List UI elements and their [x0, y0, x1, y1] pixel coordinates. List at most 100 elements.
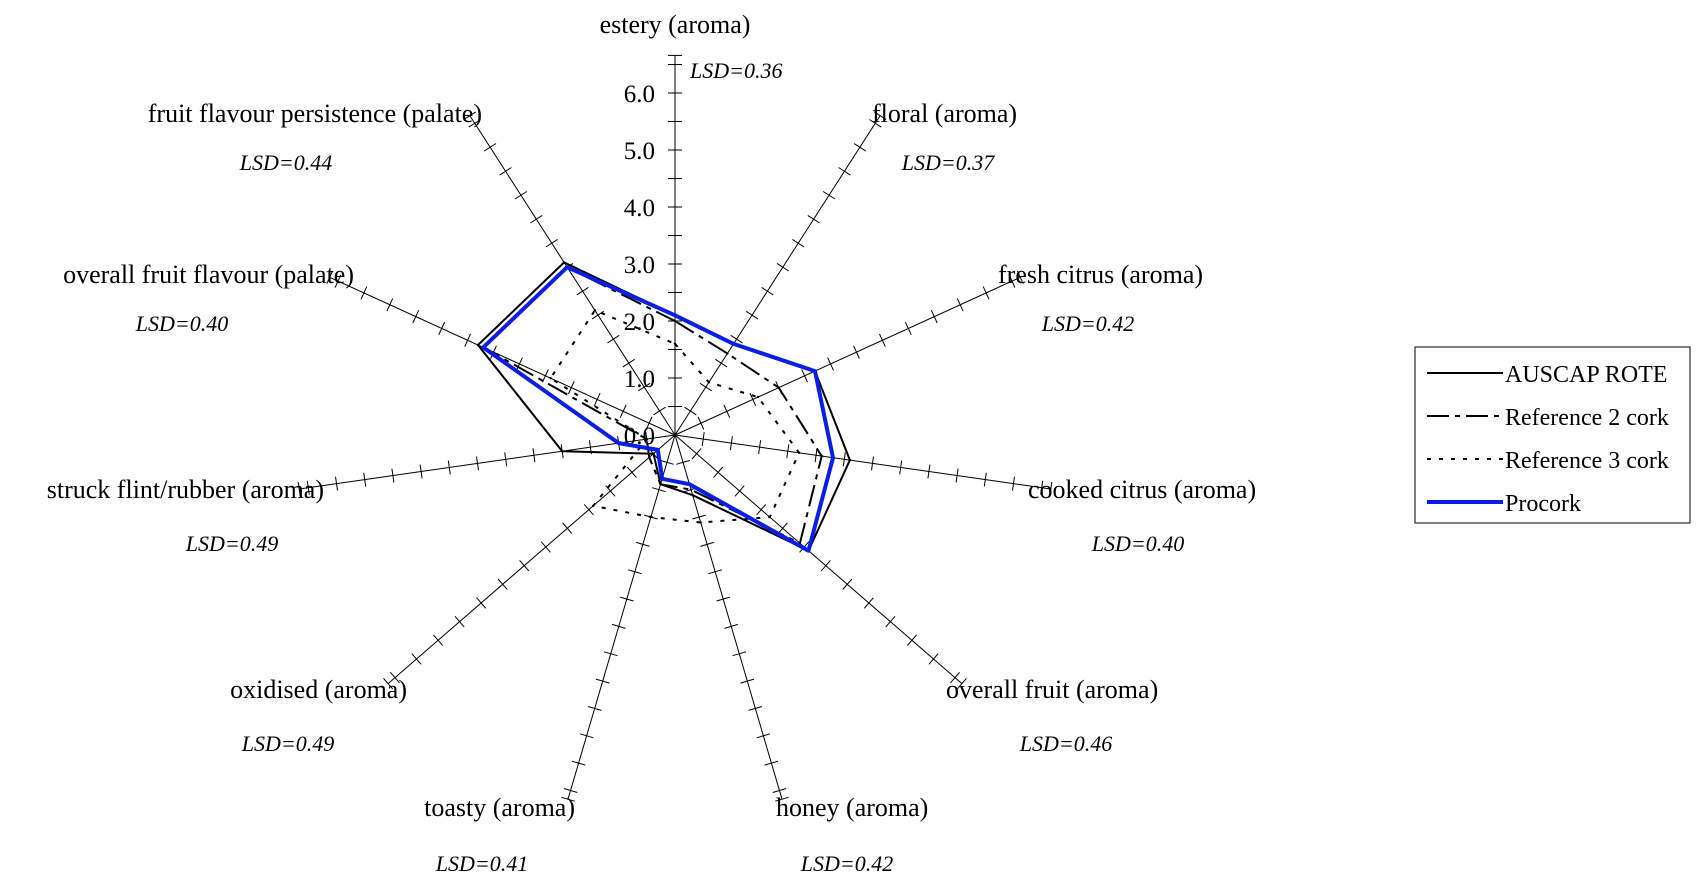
axis-label: oxidised (aroma)	[230, 675, 407, 704]
series-point	[756, 395, 760, 399]
series-point	[768, 515, 771, 519]
axis-tick	[433, 634, 444, 646]
axis-line	[299, 434, 676, 490]
axis-tick	[904, 321, 912, 336]
series-point	[656, 448, 659, 452]
axis-tick	[842, 452, 846, 467]
axis-tick	[955, 468, 959, 483]
lsd-annotation: LSD=0.42	[1041, 311, 1134, 336]
axis-tick	[391, 468, 395, 483]
axis-label: honey (aroma)	[776, 793, 928, 822]
axis-line	[329, 276, 676, 436]
series-point	[645, 437, 648, 441]
axis-tick	[532, 448, 536, 463]
axis-tick	[756, 504, 767, 516]
axis-end-tick	[297, 482, 301, 497]
series-point	[813, 369, 817, 373]
series-point	[820, 454, 823, 458]
axis-tick	[927, 464, 931, 479]
scale-tick-label: 3.0	[624, 252, 655, 279]
axis-tick	[386, 298, 394, 312]
axis-tick	[360, 286, 368, 300]
axis-tick	[786, 444, 790, 459]
axis-tick	[863, 597, 874, 609]
series-point	[732, 342, 735, 346]
axis-tick	[801, 369, 808, 383]
axis-tick	[645, 416, 653, 430]
axis-tick	[982, 286, 990, 300]
series-point	[707, 381, 711, 384]
series-point	[807, 549, 810, 552]
series-line-auscap-rote	[477, 261, 851, 552]
axis-tick	[697, 416, 705, 430]
axis-tick	[516, 357, 523, 371]
axis-tick	[483, 143, 497, 152]
axis-tick	[777, 522, 788, 534]
lsd-annotation: LSD=0.44	[239, 150, 332, 175]
axis-tick	[853, 345, 860, 359]
axis-tick	[701, 432, 705, 447]
axis-tick	[676, 459, 690, 465]
axis-tick	[514, 191, 528, 200]
axis-end-tick	[463, 111, 476, 120]
lsd-annotation: LSD=0.49	[185, 531, 278, 556]
axis-end-tick	[956, 677, 967, 690]
axis-tick	[807, 214, 820, 224]
axis-tick	[334, 274, 342, 288]
axis-tick	[335, 476, 338, 491]
axis-tick	[715, 358, 728, 368]
series-point	[593, 309, 597, 312]
axis-tick	[869, 119, 882, 128]
axis-tick	[476, 597, 487, 609]
axis-tick	[636, 541, 650, 547]
axis-tick	[691, 448, 702, 460]
series-point	[659, 483, 662, 486]
axis-tick	[764, 760, 779, 766]
axis-tick	[745, 310, 759, 320]
axis-tick	[499, 167, 512, 176]
legend-entry: AUSCAP ROTE	[1505, 362, 1667, 388]
series-point	[777, 386, 780, 389]
axis-line	[674, 434, 963, 684]
axis-tick	[306, 480, 310, 495]
scale-tick-label: 6.0	[624, 81, 655, 108]
axis-tick	[1012, 476, 1015, 491]
axis-tick	[542, 369, 549, 383]
lsd-annotation: LSD=0.36	[689, 58, 782, 83]
axis-tick	[885, 615, 896, 628]
axis-tick	[853, 143, 867, 152]
axis-tick	[956, 298, 964, 312]
axis-tick	[530, 214, 543, 224]
legend-entry: Reference 3 cork	[1505, 448, 1669, 474]
series-point	[565, 266, 569, 269]
series-point	[476, 343, 480, 347]
axis-label: toasty (aroma)	[424, 793, 575, 822]
series-point	[688, 483, 691, 486]
axis-tick	[567, 381, 575, 395]
axis-label: floral (aroma)	[872, 99, 1017, 128]
axis-tick	[1040, 480, 1044, 495]
axis-tick	[814, 448, 818, 463]
series-line-procork	[481, 265, 835, 553]
axis-tick	[983, 472, 987, 487]
axis-tick	[627, 569, 642, 575]
axis-label: fresh citrus (aroma)	[998, 260, 1203, 289]
axis-tick	[622, 358, 635, 368]
scale-tick-label: 2.0	[624, 309, 655, 336]
axis-tick	[419, 464, 423, 479]
legend-box	[1414, 346, 1691, 524]
axis-tick	[1008, 274, 1016, 288]
axis-line	[387, 434, 676, 684]
axis-tick	[587, 706, 602, 711]
axis-tick	[950, 671, 960, 684]
series-point	[617, 441, 620, 445]
axis-tick	[822, 191, 836, 200]
axis-tick	[595, 678, 610, 684]
axis-tick	[497, 578, 508, 590]
axis-tick	[713, 466, 724, 478]
axis-tick	[928, 653, 939, 665]
axis-tick	[454, 615, 465, 628]
lsd-annotation: LSD=0.37	[901, 150, 995, 175]
axis-tick	[583, 504, 594, 516]
